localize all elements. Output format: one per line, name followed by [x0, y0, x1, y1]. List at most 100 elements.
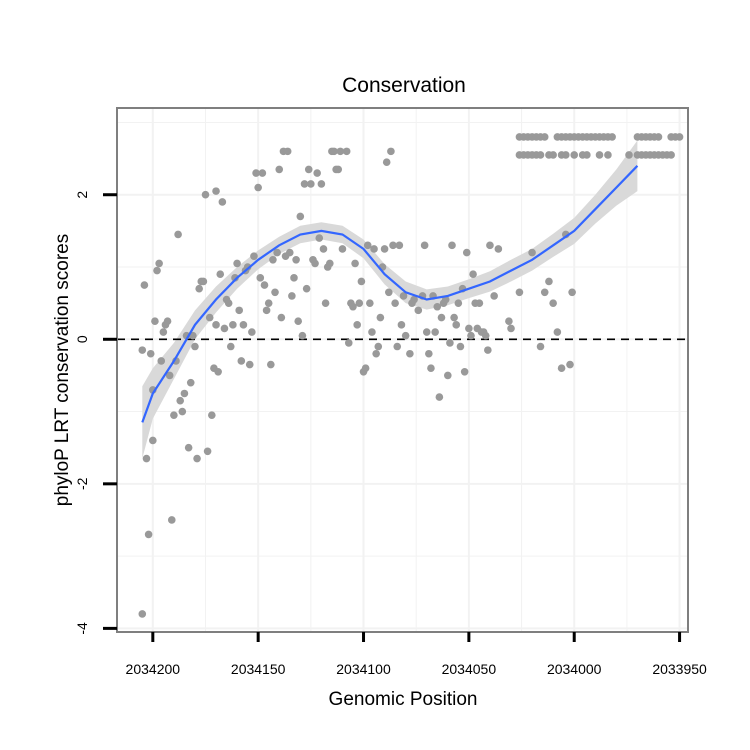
data-point [245, 360, 254, 369]
data-point [163, 317, 172, 326]
data-point [267, 360, 275, 369]
data-point [298, 331, 307, 340]
data-point [264, 299, 273, 307]
data-point [351, 259, 359, 268]
data-point [275, 165, 284, 174]
data-point [604, 151, 612, 159]
data-point [273, 248, 281, 257]
data-point [193, 454, 201, 463]
data-point [321, 299, 330, 307]
data-point [481, 331, 490, 340]
data-point [553, 328, 562, 336]
data-point [338, 245, 347, 253]
data-point [186, 378, 195, 387]
data-point [467, 331, 475, 340]
data-point [545, 277, 553, 286]
data-point [484, 346, 492, 354]
data-point [540, 288, 549, 297]
x-tick-label: 2034200 [126, 661, 181, 677]
data-point [435, 393, 444, 401]
data-point [170, 411, 178, 419]
data-point [361, 364, 370, 372]
data-point [490, 292, 498, 300]
data-point [178, 407, 187, 416]
data-point [203, 447, 212, 456]
data-point [212, 321, 220, 329]
data-point [366, 299, 374, 307]
data-point [401, 331, 410, 340]
data-point [380, 245, 389, 253]
data-point [355, 299, 364, 307]
data-point [654, 133, 663, 141]
data-point [292, 255, 300, 264]
data-point [357, 277, 366, 286]
data-point [248, 328, 256, 336]
y-axis: -4 -2 0 2 [74, 191, 117, 635]
data-point [557, 364, 566, 372]
plot-panel [116, 107, 689, 633]
data-point [414, 306, 423, 315]
data-point [540, 133, 549, 141]
data-point [159, 328, 168, 336]
data-point [568, 288, 576, 297]
data-point [465, 324, 473, 333]
data-point [153, 266, 161, 275]
data-point [427, 364, 435, 372]
data-point [420, 241, 429, 250]
data-point [302, 284, 311, 293]
data-point [180, 389, 189, 398]
panel-border [116, 107, 689, 633]
data-point [368, 328, 376, 336]
data-point [475, 299, 484, 307]
data-point [233, 259, 241, 268]
data-point [406, 349, 414, 358]
data-point [422, 328, 431, 336]
y-tick-label: 2 [74, 191, 90, 199]
data-point [199, 277, 208, 286]
data-point [363, 241, 372, 250]
data-point [583, 151, 591, 159]
data-point [307, 180, 315, 188]
data-point [344, 339, 353, 347]
data-point [460, 368, 469, 376]
data-point [294, 317, 303, 326]
data-point [437, 313, 446, 322]
data-point [372, 349, 380, 358]
x-tick-label: 2033950 [652, 661, 707, 677]
data-point [397, 321, 406, 329]
data-point [393, 342, 402, 351]
data-point [269, 255, 277, 264]
y-tick-label: 0 [74, 335, 90, 343]
data-point [157, 357, 166, 365]
data-point [336, 147, 345, 156]
chart-title: Conservation [342, 74, 466, 97]
data-point [271, 288, 279, 297]
data-point [391, 299, 399, 307]
data-point [608, 133, 616, 141]
data-point [334, 165, 343, 174]
data-point [288, 292, 296, 300]
data-point [370, 245, 378, 253]
data-point [231, 274, 239, 282]
data-point [528, 248, 536, 257]
data-point [444, 371, 452, 380]
data-point [311, 259, 319, 268]
data-point [283, 147, 292, 156]
data-point [425, 349, 433, 358]
data-point [285, 248, 294, 257]
data-point [374, 342, 383, 351]
data-point [191, 342, 199, 351]
data-point [448, 241, 456, 250]
y-tick-label: -4 [74, 622, 90, 635]
data-point [342, 147, 351, 156]
data-point [507, 324, 515, 333]
y-axis-title: phyloP LRT conservation scores [52, 234, 73, 507]
data-point [595, 151, 604, 159]
data-point [218, 198, 227, 206]
x-axis-title: Genomic Position [329, 689, 478, 710]
data-point [313, 169, 321, 177]
data-point [224, 299, 233, 307]
data-point [184, 443, 193, 452]
data-point [389, 241, 397, 250]
